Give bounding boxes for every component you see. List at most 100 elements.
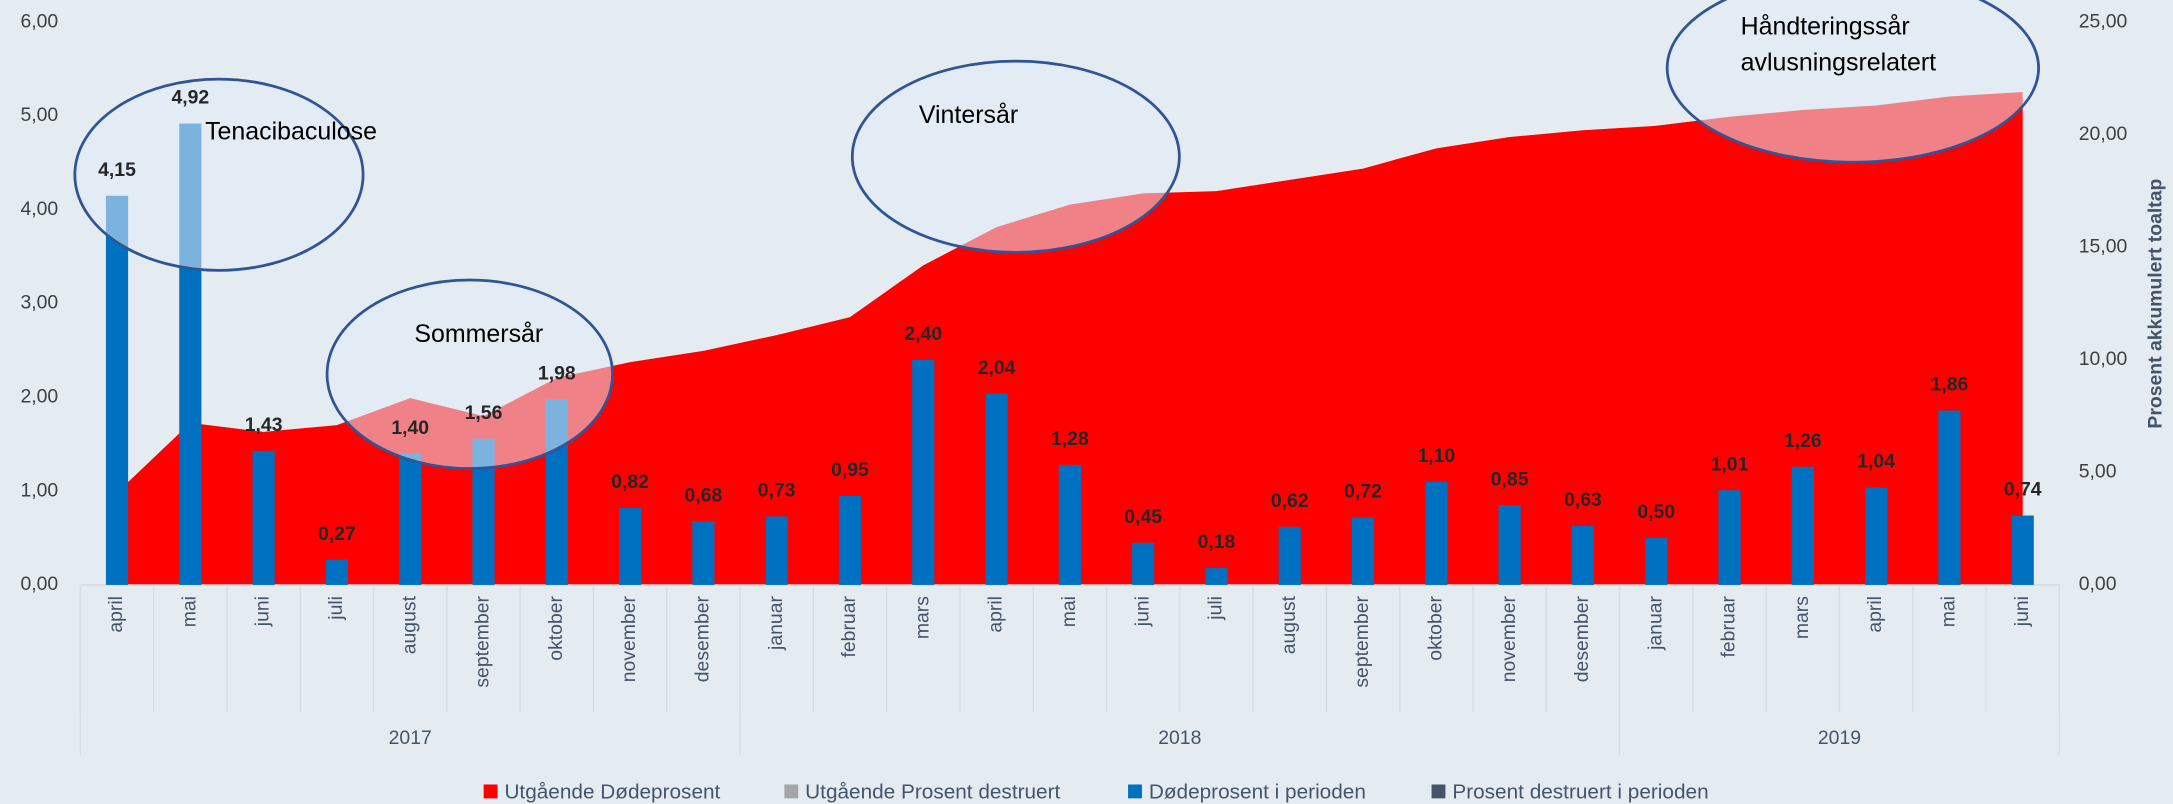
- data-label: 0,95: [831, 459, 869, 481]
- legend-label: Utgående Prosent destruert: [805, 780, 1060, 803]
- area: [117, 92, 2023, 585]
- data-label: 0,82: [611, 471, 649, 493]
- y2-tick-label: 5,00: [2079, 461, 2117, 483]
- data-label: 1,40: [391, 417, 429, 439]
- bar: [692, 521, 715, 585]
- data-label: 0,63: [1564, 489, 1602, 511]
- bar: [1351, 517, 1375, 585]
- bar: [765, 516, 788, 585]
- data-label: 0,68: [685, 484, 723, 506]
- data-label: 0,74: [2004, 479, 2042, 501]
- x-tick-label: mars: [911, 596, 933, 639]
- x-tick-label: november: [618, 595, 640, 682]
- data-label: 1,98: [538, 362, 576, 384]
- x-tick-label: desember: [1571, 595, 1593, 682]
- data-label: 0,18: [1198, 531, 1236, 553]
- x-tick-label: februar: [1718, 595, 1740, 657]
- ellipse: [1665, 0, 2040, 164]
- annotation: Tenacibaculose: [205, 118, 377, 146]
- group-label: 2019: [1818, 727, 1861, 749]
- data-label: 1,01: [1711, 453, 1749, 475]
- bar: [1425, 481, 1448, 585]
- data-label: 0,85: [1491, 468, 1529, 490]
- bar: [1865, 487, 1888, 585]
- bar: [1278, 526, 1301, 585]
- data-label: 4,15: [98, 159, 136, 181]
- data-label: 1,04: [1857, 451, 1895, 473]
- x-tick-label: juni: [2011, 596, 2033, 627]
- data-label: 4,92: [171, 87, 209, 109]
- bar: [912, 359, 935, 585]
- y2-tick-label: 20,00: [2079, 123, 2128, 145]
- bar: [1718, 490, 1741, 585]
- data-label: 0,50: [1637, 501, 1675, 523]
- x-tick-label: august: [398, 595, 420, 654]
- y-tick-label: 6,00: [20, 10, 58, 32]
- x-tick-label: september: [1351, 595, 1373, 687]
- ellipse: [850, 59, 1181, 254]
- annotation: Vintersår: [919, 101, 1018, 129]
- bar: [619, 508, 642, 585]
- y-tick-label: 5,00: [20, 104, 58, 126]
- y-tick-label: 1,00: [20, 479, 58, 501]
- bar: [1132, 542, 1155, 585]
- data-label: 1,28: [1051, 428, 1089, 450]
- data-label: 0,27: [318, 523, 356, 545]
- y2-tick-label: 15,00: [2079, 235, 2128, 257]
- y-tick-label: 2,00: [20, 386, 58, 408]
- bar: [1498, 505, 1521, 585]
- x-tick-label: oktober: [1424, 595, 1446, 660]
- bar: [838, 495, 862, 585]
- data-label: 0,73: [758, 480, 796, 502]
- x-tick-label: mai: [1938, 596, 1960, 627]
- data-label: 1,86: [1931, 374, 1969, 396]
- y2-tick-label: 10,00: [2079, 348, 2128, 370]
- x-tick-label: februar: [838, 595, 860, 657]
- bar: [985, 393, 1008, 585]
- x-tick-label: juni: [252, 596, 274, 627]
- x-tick-label: mars: [1791, 596, 1813, 639]
- legend-swatch: [1431, 784, 1446, 799]
- data-label: 1,43: [245, 414, 283, 436]
- bar: [472, 438, 495, 585]
- bar: [1791, 466, 1814, 585]
- bar: [1058, 464, 1081, 585]
- x-tick-label: juli: [1205, 596, 1227, 621]
- data-label: 1,10: [1417, 445, 1455, 467]
- ellipse: [73, 77, 365, 272]
- data-label: 0,72: [1344, 481, 1382, 503]
- x-tick-label: oktober: [545, 595, 567, 660]
- data-label: 1,26: [1784, 430, 1822, 452]
- x-tick-label: juni: [1131, 596, 1153, 627]
- bar: [1938, 410, 1961, 585]
- bar: [325, 559, 349, 585]
- legend-swatch: [483, 784, 498, 799]
- y2-tick-label: 25,00: [2079, 10, 2128, 32]
- bar: [2011, 515, 2034, 585]
- x-tick-label: desember: [692, 595, 714, 682]
- annotation: avlusningsrelatert: [1741, 48, 1937, 76]
- bar: [252, 450, 275, 585]
- x-tick-label: januar: [1644, 595, 1666, 650]
- y2-tick-label: 0,00: [2079, 573, 2117, 595]
- x-tick-label: mai: [1058, 596, 1080, 627]
- data-label: 0,62: [1271, 490, 1309, 512]
- data-label: 2,40: [904, 323, 942, 345]
- bar: [1205, 568, 1228, 585]
- y-tick-label: 3,00: [20, 292, 58, 314]
- data-label: 0,45: [1124, 506, 1162, 528]
- x-tick-label: januar: [765, 595, 787, 650]
- x-tick-label: august: [1278, 595, 1300, 654]
- annotation-shapes: [73, 0, 2040, 470]
- x-tick-label: april: [985, 596, 1007, 633]
- data-label: 2,04: [978, 357, 1016, 379]
- legend-label: Prosent destruert i perioden: [1452, 780, 1708, 803]
- legend-swatch: [1128, 784, 1142, 799]
- ellipse: [325, 278, 614, 470]
- plot: [79, 92, 2061, 756]
- x-tick-label: september: [472, 595, 494, 687]
- bar: [399, 453, 422, 585]
- annotation: Sommersår: [414, 320, 543, 348]
- y2-axis-title: Prosent akkumulert toaltap: [2144, 178, 2166, 428]
